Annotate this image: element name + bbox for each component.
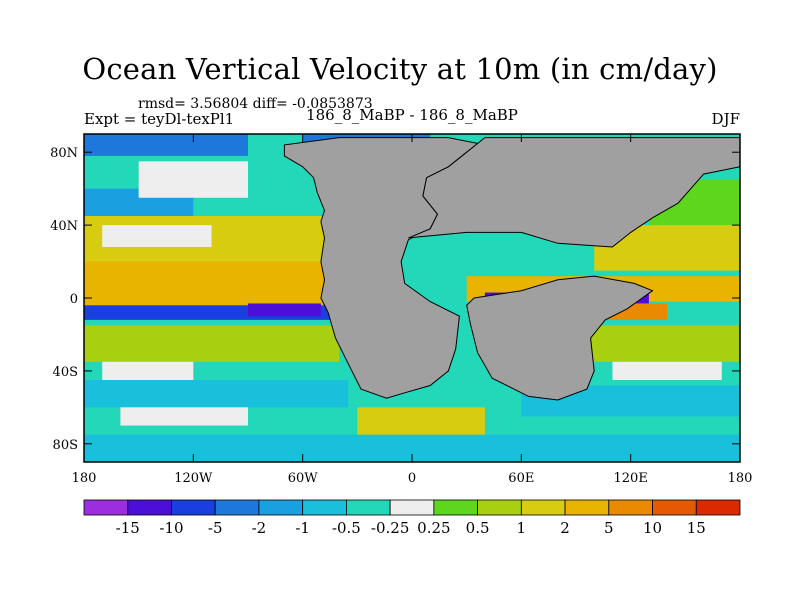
- colorbar-swatch: [214, 499, 260, 516]
- colorbar-label: -10: [159, 519, 183, 537]
- colorbar-label: 5: [604, 519, 614, 537]
- y-tick-label: 0: [70, 292, 78, 307]
- case-label: 186_8_MaBP - 186_8_MaBP: [306, 106, 518, 124]
- x-tick-label: 180: [72, 471, 97, 486]
- colorbar-label: -1: [295, 519, 310, 537]
- colorbar-label: -5: [208, 519, 223, 537]
- field-region: [102, 225, 212, 247]
- colorbar-swatch: [258, 499, 304, 516]
- field-region: [138, 161, 248, 198]
- x-tick-label: 0: [408, 471, 416, 486]
- colorbar-label: 10: [643, 519, 662, 537]
- colorbar-label: -0.25: [371, 519, 409, 537]
- land-south-landmass: [466, 275, 654, 401]
- experiment-label: Expt = teyDl-texPl1: [84, 110, 235, 128]
- field-region: [84, 325, 340, 362]
- colorbar-label: 0.25: [417, 519, 450, 537]
- colorbar-label: -0.5: [332, 519, 361, 537]
- field-region: [120, 407, 248, 426]
- axes: 180 120W 60W 0 60E 120E 180 80N 40N 0 40S 80S: [50, 134, 752, 486]
- field-region: [248, 303, 321, 317]
- y-tick-label: 40N: [50, 219, 78, 234]
- colorbar-label: 0.5: [466, 519, 490, 537]
- x-tick-label: 180: [728, 471, 753, 486]
- stats-text: rmsd= 3.56804 diff= -0.0853873: [138, 96, 373, 112]
- chart-title: Ocean Vertical Velocity at 10m (in cm/da…: [82, 52, 718, 86]
- colorbar-swatch: [171, 499, 216, 516]
- colorbar-swatch: [127, 499, 172, 516]
- colorbar: -15 -10 -5 -2 -1 -0.5 -0.25 0.25 0.5 1 2 5 10 15: [83, 499, 741, 537]
- y-tick-label: 80N: [50, 146, 78, 161]
- colorbar-swatch: [608, 499, 653, 516]
- colorbar-label: 15: [687, 519, 706, 537]
- colorbar-swatch: [302, 499, 347, 516]
- colorbar-label: -15: [116, 519, 140, 537]
- colorbar-swatch: [564, 499, 610, 516]
- colorbar-label: 1: [517, 519, 527, 537]
- colorbar-swatch: [83, 499, 129, 516]
- colorbar-swatch: [652, 499, 697, 516]
- colorbar-swatch: [389, 499, 435, 516]
- field-region: [84, 134, 248, 156]
- colorbar-label: -2: [252, 519, 267, 537]
- x-tick-label: 60E: [508, 471, 534, 486]
- colorbar-label: 2: [560, 519, 570, 537]
- field-region: [357, 407, 485, 435]
- field-region: [84, 380, 349, 408]
- colorbar-swatch: [520, 499, 566, 516]
- season-label: DJF: [711, 110, 740, 128]
- land-mask: [283, 137, 740, 401]
- land-east-landmass: [408, 137, 740, 248]
- x-tick-label: 60W: [288, 471, 319, 486]
- colorbar-swatch: [695, 499, 741, 516]
- field-region: [612, 361, 722, 380]
- x-tick-label: 120W: [174, 471, 213, 486]
- field-region: [102, 361, 194, 380]
- colorbar-swatch: [433, 499, 479, 516]
- y-tick-label: 40S: [53, 365, 78, 380]
- colorbar-swatch: [477, 499, 522, 516]
- x-tick-label: 120E: [614, 471, 648, 486]
- y-tick-label: 80S: [53, 438, 78, 453]
- colorbar-swatch: [345, 499, 391, 516]
